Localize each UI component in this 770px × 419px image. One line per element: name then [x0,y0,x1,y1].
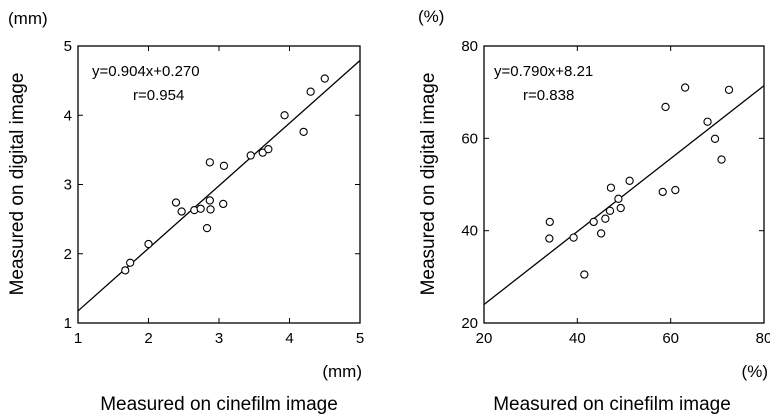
data-point [589,217,598,227]
data-point [658,187,667,197]
y-axis-title: Measured on digital image [7,73,28,296]
data-point [280,111,289,120]
x-tick-label: 20 [476,330,493,347]
x-unit-label: (%) [742,362,768,381]
x-axis-title: Measured on cinefilm image [100,394,338,415]
chart-mm: (mm) (mm) Measured on digital image Meas… [7,9,364,415]
data-point [171,198,181,207]
y-tick-label: 1 [64,315,72,332]
x-tick-label: 4 [285,330,293,347]
plot-frame [483,45,765,324]
data-point [205,196,214,205]
data-point [616,203,625,213]
data-point [205,158,214,167]
data-point [606,183,616,192]
data-point [202,223,212,233]
data-point [717,155,726,164]
data-point [661,102,670,112]
x-unit-label: (mm) [322,362,362,381]
fit-equation: y=0.790x+8.21 [494,63,593,80]
correlation-label: r=0.838 [523,87,574,104]
data-point [246,151,255,160]
data-point [177,207,186,216]
y-tick-label: 3 [64,177,72,194]
data-point [320,74,329,83]
data-point [703,117,712,126]
data-point [219,199,228,209]
data-point [219,161,229,170]
data-point [545,234,554,243]
y-tick-label: 80 [461,38,478,55]
data-point [264,145,273,154]
data-point [126,258,135,267]
y-tick-label: 60 [461,130,478,147]
data-point [580,270,589,279]
y-unit-label: (mm) [8,9,48,28]
data-point [299,127,308,137]
regression-line [77,60,361,312]
data-point [196,204,205,213]
data-point [121,266,130,275]
x-tick-label: 5 [356,330,364,347]
fit-equation: y=0.904x+0.270 [92,63,200,80]
data-point [569,233,578,242]
data-point [206,205,215,214]
x-tick-label: 2 [144,330,152,347]
y-tick-label: 5 [64,38,72,55]
data-point [144,239,153,249]
y-tick-label: 40 [461,223,478,240]
x-axis-title: Measured on cinefilm image [493,394,731,415]
x-tick-label: 60 [662,330,679,347]
x-tick-label: 1 [74,330,82,347]
plot-frame [77,45,361,324]
data-point [680,83,690,92]
y-tick-label: 4 [64,107,72,124]
data-point [614,194,623,203]
data-point [605,206,615,215]
chart-percent: (%) (%) Measured on digital image Measur… [418,7,770,415]
y-unit-label: (%) [418,7,444,26]
regression-line [483,85,765,305]
y-axis-title: Measured on digital image [418,73,439,296]
x-tick-label: 80 [756,330,770,347]
data-point [625,176,634,185]
data-point [724,85,734,95]
data-point [710,134,720,143]
data-point [596,229,606,238]
correlation-label: r=0.954 [133,87,184,104]
y-tick-label: 2 [64,246,72,263]
y-tick-label: 20 [461,315,478,332]
data-point [545,217,554,227]
data-point [601,214,610,223]
data-point [671,185,680,195]
x-tick-label: 3 [215,330,223,347]
x-tick-label: 40 [569,330,586,347]
data-point [306,87,315,96]
